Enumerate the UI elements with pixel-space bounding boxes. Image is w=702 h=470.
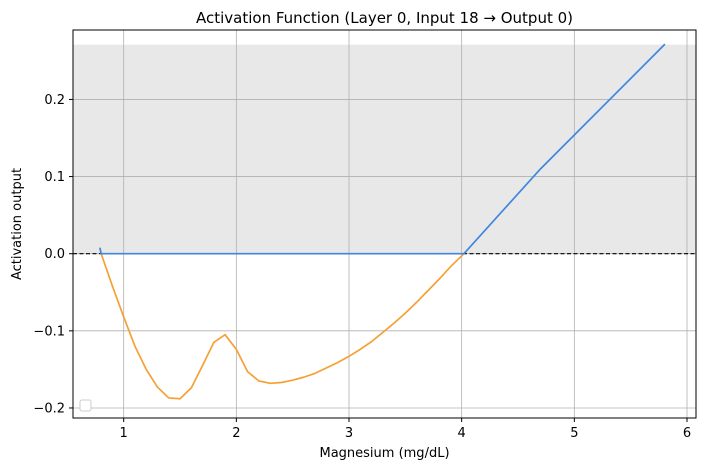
- x-axis-ticks: 1 2 3 4 5 6: [120, 418, 691, 441]
- series-lines: [99, 43, 666, 400]
- x-tick-label: 6: [683, 426, 691, 441]
- series-line-1: [99, 43, 666, 255]
- x-tick-label: 4: [458, 426, 466, 441]
- series-line-0: [100, 252, 465, 400]
- chart-title: Activation Function (Layer 0, Input 18 →…: [196, 9, 573, 27]
- y-tick-label: −0.2: [33, 401, 65, 416]
- plot-frame: [72, 29, 697, 419]
- y-axis-ticks: −0.2 −0.1 0.0 0.1 0.2: [33, 93, 73, 416]
- y-tick-label: 0.0: [44, 247, 65, 262]
- x-tick-label: 2: [232, 426, 240, 441]
- y-axis-label: Activation output: [10, 168, 25, 280]
- y-tick-label: 0.2: [44, 93, 65, 108]
- shaded-region: [73, 44, 696, 254]
- x-axis-label: Magnesium (mg/dL): [319, 446, 449, 461]
- y-tick-label: −0.1: [33, 324, 65, 339]
- legend-box: [79, 399, 92, 412]
- x-tick-label: 5: [570, 426, 578, 441]
- y-tick-label: 0.1: [44, 170, 65, 185]
- x-tick-label: 1: [120, 426, 128, 441]
- x-tick-label: 3: [345, 426, 353, 441]
